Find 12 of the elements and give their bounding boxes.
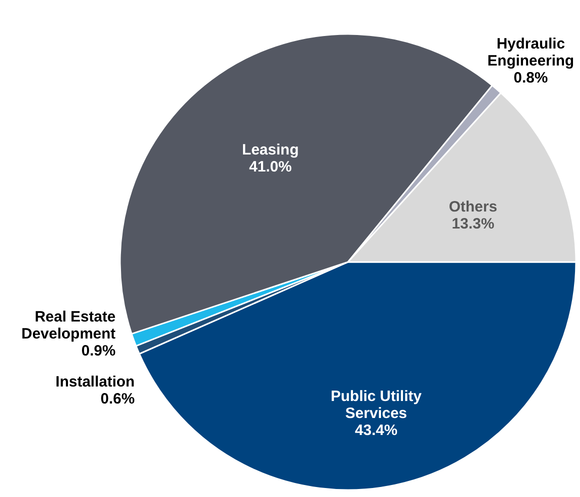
slice-label: Public Utility Services bbox=[330, 388, 422, 422]
data-label: 0.9% bbox=[81, 342, 116, 360]
slice-label: Others bbox=[448, 198, 498, 216]
data-label: 43.4% bbox=[354, 422, 398, 439]
slice-label: Leasing bbox=[242, 141, 299, 158]
slice-label: Hydraulic Engineering bbox=[487, 35, 574, 70]
data-label: 41.0% bbox=[249, 158, 292, 176]
data-label: 13.3% bbox=[452, 215, 494, 232]
data-label: 0.6% bbox=[100, 390, 135, 408]
slice-label: Real Estate Development bbox=[21, 308, 116, 343]
slice-label: Installation bbox=[56, 373, 135, 390]
data-label: 0.8% bbox=[514, 69, 548, 86]
